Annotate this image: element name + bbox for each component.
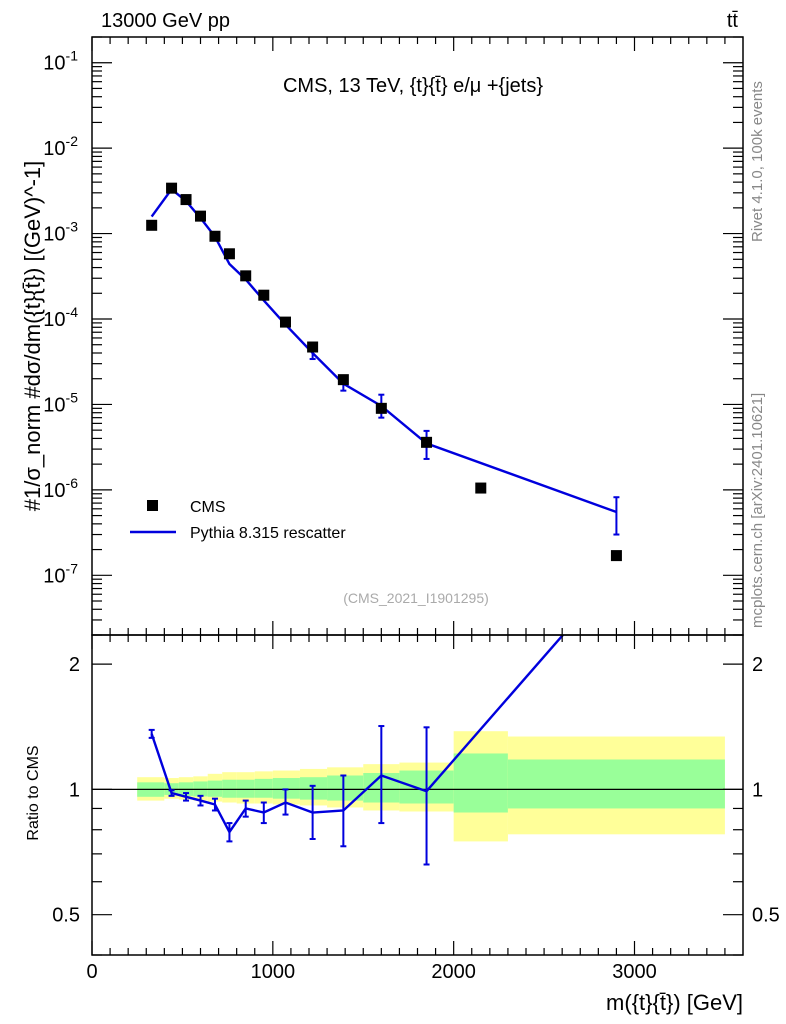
cms-data-point	[166, 182, 178, 194]
axis-ticks: 0 1000 2000 3000 10-1 10-2 10-3 10-4 10-5 10-6 10-…	[43, 36, 780, 983]
x-tick-label: 3000	[612, 961, 657, 983]
process-label: tt̄	[727, 10, 739, 32]
band-inner-14	[507, 759, 725, 809]
band-inner-5	[222, 779, 237, 798]
y-tick-label: 10-6	[43, 475, 78, 502]
cms-data-point	[180, 194, 192, 206]
y-tick-label: 10-1	[43, 48, 78, 75]
ratio-y-tick-label-right: 1	[752, 779, 763, 801]
ratio-line	[150, 635, 565, 835]
ratio-y-tick-label-right: 2	[752, 654, 763, 676]
cms-data-point	[421, 436, 433, 448]
x-axis-label: m({t}{t̄}) [GeV]	[606, 990, 743, 1015]
y-tick-label: 10-7	[43, 560, 78, 587]
band-inner-8	[272, 778, 300, 799]
energy-label: 13000 GeV pp	[101, 10, 230, 32]
cms-data-point	[610, 550, 622, 562]
legend-cms-marker	[147, 500, 158, 511]
legend-pythia-label: Pythia 8.315 rescatter	[190, 525, 346, 542]
y-axis-label-text: #1/σ_norm #dσ/dm({t}{t̄}) [(GeV)^-1]	[20, 161, 45, 512]
band-inner-7	[254, 778, 273, 798]
y-tick-label: 10-5	[43, 389, 78, 416]
band-inner-13	[453, 753, 508, 813]
ratio-y-tick-label: 1	[69, 779, 80, 801]
ratio-y-tick-label-right: 0.5	[752, 905, 780, 927]
band-inner-4	[207, 780, 223, 797]
cms-data-point	[307, 341, 319, 353]
cms-data-point	[146, 219, 158, 231]
cms-data-point	[258, 289, 270, 301]
plot-title: CMS, 13 TeV, {t}{t̄} e/μ +{jets}	[283, 75, 543, 97]
legend-cms-label: CMS	[190, 499, 226, 516]
rivet-version-label: Rivet 4.1.0, 100k events	[749, 81, 766, 242]
x-tick-label: 0	[86, 961, 97, 983]
ratio-series	[148, 635, 565, 866]
cms-data-point	[279, 316, 291, 328]
mc-line	[150, 187, 617, 514]
cms-data-point	[195, 210, 206, 222]
cms-data-point	[240, 270, 252, 282]
cms-data-point	[475, 482, 487, 494]
analysis-id: (CMS_2021_I1901295)	[343, 590, 489, 606]
cms-data-point	[209, 230, 221, 242]
ratio-y-axis-label: Ratio to CMS	[25, 745, 42, 840]
cms-data-point	[223, 248, 235, 260]
band-inner-6	[236, 779, 255, 798]
mc-series	[150, 187, 620, 536]
data-series	[146, 182, 622, 562]
x-tick-label: 1000	[251, 961, 296, 983]
cms-data-point	[375, 402, 387, 414]
ratio-y-tick-label: 0.5	[52, 905, 80, 927]
y-tick-label: 10-3	[43, 219, 78, 246]
cms-data-point	[337, 374, 349, 386]
x-tick-label: 2000	[431, 961, 476, 983]
y-tick-label: 10-2	[43, 133, 78, 160]
legend: CMS Pythia 8.315 rescatter	[130, 499, 346, 542]
main-y-axis-label: #1/σ_norm #dσ/dm({t}{t̄}) [(GeV)^-1]	[20, 161, 45, 512]
mcplots-label: mcplots.cern.ch [arXiv:2401.10621]	[749, 393, 766, 628]
ratio-y-tick-label: 2	[69, 654, 80, 676]
y-tick-label: 10-4	[43, 304, 78, 331]
main-plot-frame	[91, 36, 744, 636]
ratio-bands	[92, 731, 743, 842]
